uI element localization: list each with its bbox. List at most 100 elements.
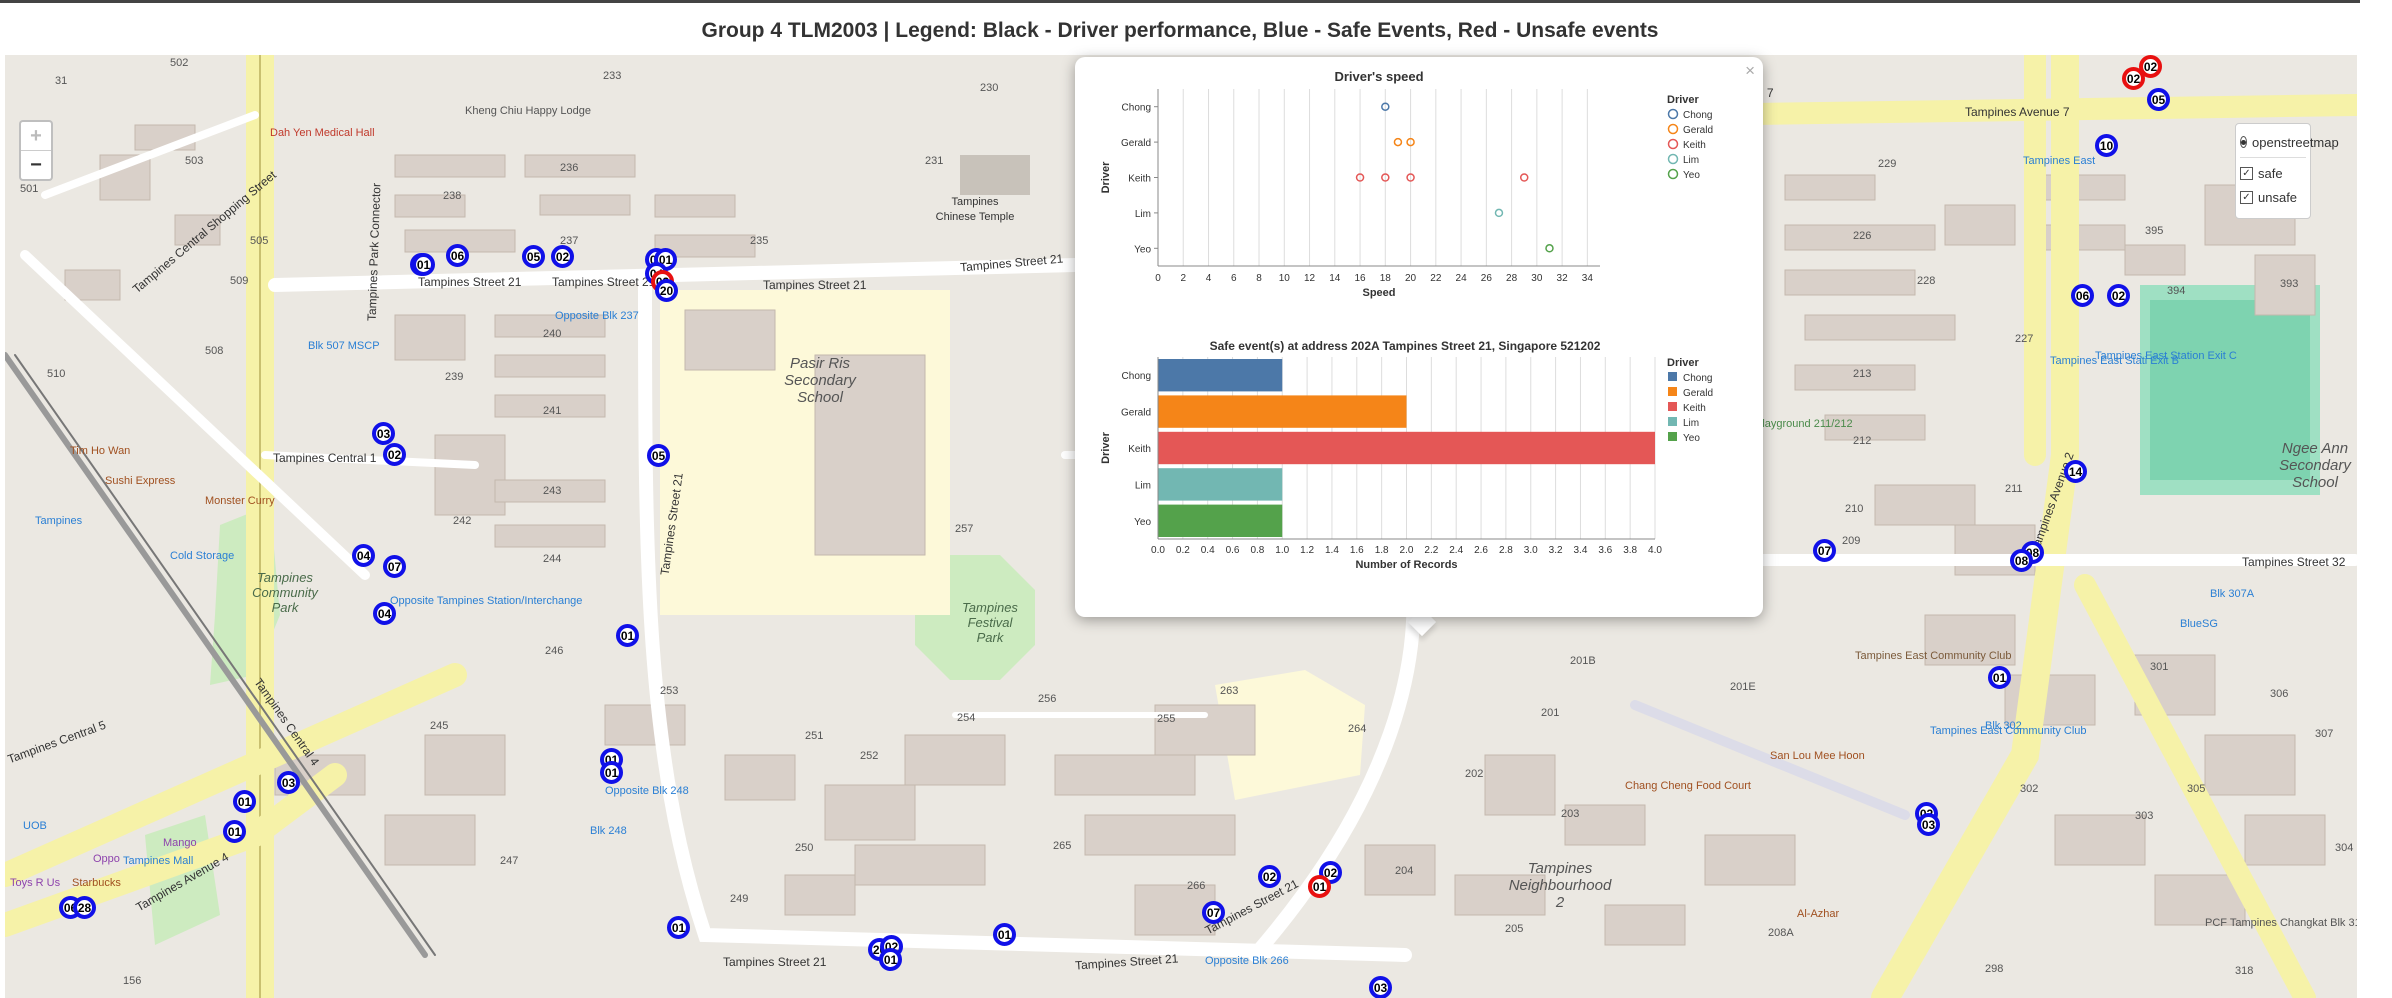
event-marker[interactable]: 07	[1813, 539, 1836, 562]
scatter-point	[1494, 208, 1504, 218]
event-marker[interactable]: 08	[2010, 549, 2033, 572]
event-marker[interactable]: 01	[223, 820, 246, 843]
event-marker[interactable]: 14	[2064, 460, 2087, 483]
checkbox-checked-icon[interactable]: ✓	[2240, 190, 2253, 204]
block-number: 227	[2015, 333, 2034, 345]
overlay-option-unsafe[interactable]: ✓ unsafe	[2240, 185, 2306, 209]
y-tick-label: Chong	[1122, 371, 1151, 382]
x-tick-label: 2.8	[1499, 545, 1513, 556]
zoom-out-button[interactable]: −	[30, 153, 42, 176]
event-marker[interactable]: 02	[551, 245, 574, 268]
legend-symbol	[1667, 138, 1679, 150]
y-tick-label: Gerald	[1121, 138, 1151, 149]
event-marker[interactable]: 04	[352, 544, 375, 567]
street-label: Tampines Street 21	[418, 275, 522, 289]
event-marker[interactable]: 01	[993, 923, 1016, 946]
block-number: 239	[445, 371, 464, 383]
block-number: 251	[805, 730, 824, 742]
x-tick-label: 1.4	[1325, 545, 1339, 556]
legend-symbol	[1667, 108, 1679, 120]
x-tick-label: 3.2	[1549, 545, 1563, 556]
event-marker[interactable]: 02	[2107, 284, 2130, 307]
place-label: Tampines Festival Park	[962, 600, 1018, 645]
y-tick-label: Lim	[1135, 480, 1151, 491]
block-number: 257	[955, 523, 974, 535]
legend-title: Driver	[1667, 357, 1700, 369]
event-marker[interactable]: 20	[655, 279, 678, 302]
event-marker[interactable]: 05	[522, 245, 545, 268]
event-marker[interactable]: 06	[446, 244, 469, 267]
event-marker[interactable]: 03	[372, 422, 395, 445]
place-label: Tampines Mall	[123, 855, 194, 867]
event-marker[interactable]: 03	[1917, 813, 1940, 836]
place-label: UOB	[23, 820, 47, 832]
place-label: PCF Tampines Changkat Blk 318	[2205, 917, 2357, 929]
y-tick-label: Lim	[1135, 209, 1151, 220]
event-marker[interactable]: 06	[2071, 284, 2094, 307]
x-tick-label: 3.4	[1573, 545, 1587, 556]
block-number: 230	[980, 82, 999, 94]
block-number: 229	[1878, 158, 1897, 170]
y-tick-label: Keith	[1128, 444, 1151, 455]
event-marker[interactable]: 01	[412, 253, 435, 276]
block-number: 31	[55, 75, 68, 87]
place-label: BlueSG	[2180, 618, 2218, 630]
bar	[1158, 395, 1407, 428]
basemap-option[interactable]: openstreetmap	[2240, 130, 2339, 154]
x-tick-label: 0.0	[1151, 545, 1165, 556]
overlay-option-safe[interactable]: ✓ safe	[2240, 161, 2306, 185]
block-number: 235	[750, 235, 769, 247]
block-number: 301	[2150, 661, 2169, 673]
event-marker[interactable]: 05	[2147, 88, 2170, 111]
block-number: 238	[443, 190, 462, 202]
event-marker[interactable]: 07	[1202, 901, 1225, 924]
event-marker[interactable]: 03	[277, 771, 300, 794]
event-marker[interactable]: 07	[383, 555, 406, 578]
block-number: 156	[123, 975, 142, 987]
page-title: Group 4 TLM2003 | Legend: Black - Driver…	[701, 18, 1659, 42]
scatter-point	[1519, 173, 1529, 182]
x-tick-label: 2.0	[1400, 545, 1414, 556]
block-number: 244	[543, 553, 562, 565]
event-marker[interactable]: 01	[600, 761, 623, 784]
popup-close-button[interactable]: ×	[1745, 61, 1755, 80]
event-marker[interactable]: 02	[2122, 67, 2145, 90]
event-marker[interactable]: 01	[1308, 875, 1331, 898]
bar	[1158, 431, 1655, 465]
checkbox-checked-icon[interactable]: ✓	[2240, 166, 2253, 180]
x-tick-label: 32	[1557, 273, 1569, 284]
event-marker[interactable]: 01	[879, 948, 902, 971]
y-tick-label: Gerald	[1121, 408, 1151, 419]
legend-symbol	[1667, 153, 1679, 165]
zoom-in-button[interactable]: +	[21, 122, 51, 151]
block-number: 306	[2270, 688, 2289, 700]
event-marker[interactable]: 10	[2095, 134, 2118, 157]
event-marker[interactable]: 05	[647, 444, 670, 467]
radio-selected-icon[interactable]	[2240, 136, 2247, 148]
event-marker[interactable]: 01	[616, 624, 639, 647]
legend-symbol	[1668, 387, 1677, 396]
x-tick-label: 1.2	[1300, 545, 1314, 556]
event-marker[interactable]: 02	[383, 443, 406, 466]
event-marker[interactable]: 03	[1369, 976, 1392, 998]
block-number: 394	[2167, 285, 2186, 297]
event-marker[interactable]: 01	[1988, 666, 2011, 689]
place-label: Ngee Ann Secondary School	[2279, 440, 2351, 491]
block-number: 201B	[1570, 655, 1596, 667]
bar	[1158, 359, 1283, 392]
event-marker[interactable]: 01	[667, 916, 690, 939]
event-marker[interactable]: 01	[233, 790, 256, 813]
event-marker[interactable]: 02	[1258, 865, 1281, 888]
block-number: 210	[1845, 503, 1864, 515]
block-number: 318	[2235, 965, 2254, 977]
event-marker[interactable]: 04	[373, 602, 396, 625]
block-number: 249	[730, 893, 749, 905]
block-number: 393	[2280, 278, 2299, 290]
event-marker[interactable]: 28	[73, 896, 96, 919]
place-label: Chang Cheng Food Court	[1625, 780, 1751, 792]
x-tick-label: 16	[1354, 273, 1366, 284]
block-number: 208A	[1768, 927, 1794, 939]
place-label: Sushi Express	[105, 475, 176, 487]
legend-label: Yeo	[1683, 170, 1700, 181]
event-marker[interactable]: 02	[2139, 55, 2162, 78]
